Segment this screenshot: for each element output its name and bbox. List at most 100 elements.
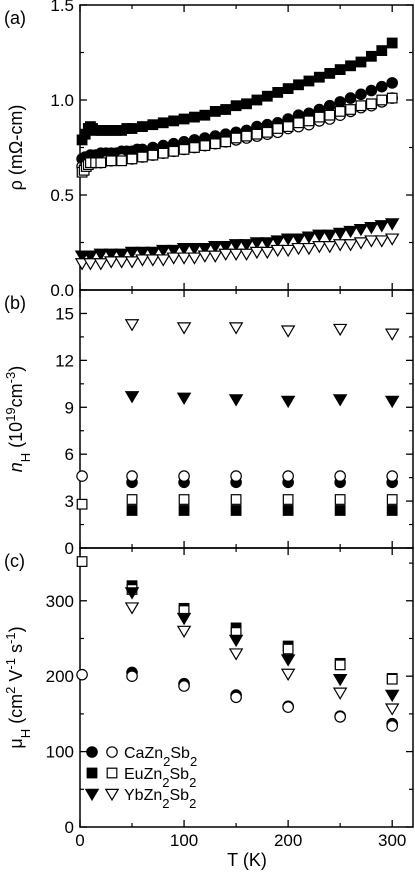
data-point	[157, 147, 169, 159]
data-point	[303, 75, 315, 87]
y-tick-label: 0	[65, 818, 74, 837]
data-point	[93, 258, 109, 271]
data-point	[261, 90, 273, 102]
data-point	[126, 505, 138, 516]
data-point	[93, 248, 109, 261]
data-point	[301, 242, 317, 256]
data-point	[230, 470, 242, 482]
data-point	[156, 244, 171, 258]
y-tick-label: 1.0	[50, 91, 74, 110]
data-point	[375, 80, 388, 93]
data-point	[228, 394, 244, 407]
series-square-open	[76, 92, 398, 178]
data-point	[176, 612, 192, 626]
series-circle-open	[76, 470, 398, 482]
y-tick-label: 9	[65, 398, 74, 417]
data-point	[322, 229, 337, 242]
y-axis-label: μH (cm2 V-1 s-1)	[3, 626, 33, 748]
data-point	[76, 556, 88, 567]
data-point	[282, 83, 294, 95]
panel-1: (b) 0 3 6 9 12 15 nH (1019cm-3)	[3, 289, 414, 558]
data-point	[103, 256, 119, 269]
data-point	[332, 323, 348, 337]
y-tick-label: 0.0	[50, 281, 74, 300]
data-point	[168, 145, 180, 157]
data-point	[241, 130, 252, 142]
data-point	[189, 142, 200, 153]
data-point	[386, 505, 398, 516]
data-point	[384, 233, 400, 246]
data-point	[199, 140, 211, 152]
data-point	[147, 119, 159, 131]
data-point	[293, 79, 304, 91]
data-point	[126, 494, 138, 505]
data-point	[103, 248, 119, 261]
data-point	[332, 227, 348, 241]
data-point	[166, 252, 181, 265]
data-point	[176, 242, 192, 256]
data-point	[384, 218, 400, 231]
panel-2: (c) 0 100 200 300 μH (cm2 V-1 s-1)	[3, 547, 414, 837]
data-point	[293, 117, 304, 129]
data-point	[178, 494, 190, 505]
data-point	[343, 225, 358, 239]
data-point	[280, 668, 296, 682]
series-circle-open	[76, 668, 398, 732]
data-point	[324, 67, 336, 79]
data-point	[168, 115, 180, 127]
data-point	[323, 99, 336, 112]
data-point	[220, 104, 232, 115]
data-point	[135, 246, 150, 260]
data-point	[241, 98, 252, 110]
data-point	[145, 254, 161, 267]
series-triangle-down-open	[124, 319, 400, 341]
data-point	[137, 121, 148, 133]
data-point	[220, 136, 232, 148]
data-point	[345, 104, 356, 115]
y-axis-label: nH (1019cm-3)	[3, 366, 33, 472]
data-point	[334, 105, 346, 117]
data-point	[282, 470, 294, 482]
data-point	[334, 96, 346, 108]
panel-label: (a)	[4, 8, 26, 28]
data-point	[332, 394, 348, 407]
data-point	[208, 241, 223, 254]
data-point	[137, 151, 148, 163]
data-point	[365, 84, 378, 97]
series-triangle-down-open	[124, 602, 400, 716]
series-triangle-down-filled	[74, 218, 400, 263]
data-point	[312, 229, 327, 242]
data-point	[126, 470, 138, 482]
y-tick-label: 200	[46, 667, 74, 686]
data-point	[178, 144, 190, 155]
data-point	[251, 94, 263, 106]
data-point	[376, 94, 388, 106]
data-point	[228, 648, 244, 661]
data-point	[312, 241, 327, 254]
data-point	[239, 248, 254, 261]
data-point	[313, 71, 325, 83]
data-point	[124, 391, 140, 404]
data-point	[209, 138, 221, 150]
data-point	[239, 239, 254, 252]
data-point	[364, 235, 379, 248]
data-point	[230, 494, 242, 505]
legend-marker-open	[106, 767, 118, 779]
data-point	[374, 235, 390, 248]
data-point	[228, 239, 244, 252]
data-point	[386, 673, 398, 685]
panel-label: (b)	[4, 293, 26, 313]
data-point	[334, 505, 346, 516]
data-point	[189, 111, 200, 123]
x-tick-label: 200	[274, 831, 302, 850]
data-point	[176, 625, 192, 639]
data-point	[124, 319, 140, 332]
data-point	[208, 250, 223, 263]
data-point	[386, 470, 398, 482]
data-point	[386, 720, 398, 732]
data-point	[178, 113, 190, 125]
data-point	[303, 115, 315, 127]
data-point	[145, 246, 161, 260]
data-point	[126, 670, 138, 682]
